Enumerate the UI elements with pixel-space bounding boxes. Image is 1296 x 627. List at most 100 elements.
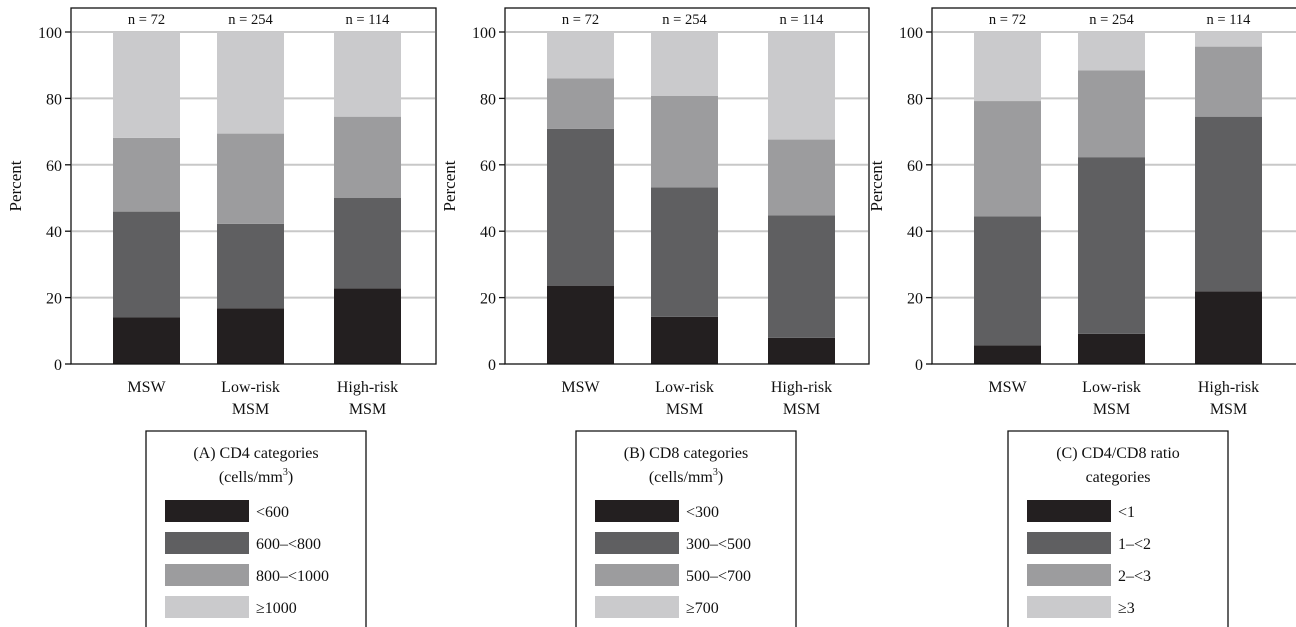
bar-segment	[651, 187, 718, 317]
legend-frame	[575, 430, 797, 627]
bar-segment	[547, 128, 614, 286]
legend-title-close: )	[718, 469, 723, 486]
plot-frame	[931, 7, 1296, 365]
bar-segment	[217, 223, 284, 309]
bar-segment	[113, 137, 180, 212]
y-tick-label: 40	[480, 224, 496, 241]
y-tick-label: 40	[46, 224, 62, 241]
y-tick-label: 60	[46, 158, 62, 175]
legend-swatch	[1027, 596, 1111, 618]
n-label: n = 72	[562, 12, 599, 28]
bar-segment	[651, 32, 718, 96]
legend-title-line2: (cells/mm3)	[219, 467, 293, 486]
legend-label: 500–<700	[686, 568, 751, 585]
y-tick-label: 80	[480, 91, 496, 108]
legend-label: 300–<500	[686, 536, 751, 553]
x-tick-label: High-risk	[337, 379, 398, 396]
y-tick-label: 80	[46, 91, 62, 108]
legend-label: <1	[1118, 504, 1135, 521]
legend-title: (A) CD4 categories	[193, 445, 318, 462]
bar-segment	[1195, 291, 1262, 364]
bar-segment	[334, 116, 401, 198]
legend-swatch	[165, 564, 249, 586]
legend-label: ≥700	[686, 600, 719, 617]
panel-b: 0 20 40 60 80 100 Percent n = 72 n = 254 n = 114 M…	[440, 7, 870, 627]
bar-segment	[651, 95, 718, 188]
bar-segment	[547, 32, 614, 79]
y-tick-label: 0	[488, 357, 496, 374]
bar-segment	[113, 317, 180, 364]
legend: (A) CD4 categories (cells/mm3) <600 600–<80…	[145, 430, 367, 627]
bar-segment	[334, 288, 401, 364]
y-tick-label: 0	[54, 357, 62, 374]
legend-label: 2–<3	[1118, 568, 1151, 585]
x-tick-label: MSM	[1210, 401, 1247, 418]
bar-segment	[974, 101, 1041, 217]
bar-segment	[974, 32, 1041, 102]
x-tick-label: Low-risk	[221, 379, 280, 396]
legend-swatch	[1027, 500, 1111, 522]
bar-segment	[768, 337, 835, 364]
legend-label: 600–<800	[256, 536, 321, 553]
n-label: n = 254	[228, 12, 273, 28]
legend-swatch	[595, 564, 679, 586]
y-axis-label: Percent	[6, 160, 25, 211]
bar-segment	[1078, 157, 1145, 334]
legend-title-sup: 3	[283, 467, 288, 478]
bar-segment	[547, 285, 614, 364]
legend-label: ≥3	[1118, 600, 1135, 617]
legend-title-text: categories	[1086, 469, 1151, 486]
x-tick-label: MSM	[666, 401, 703, 418]
legend-label: <300	[686, 504, 719, 521]
legend-frame	[1007, 430, 1229, 627]
legend-label: 800–<1000	[256, 568, 329, 585]
legend-title-sup: 3	[713, 467, 718, 478]
legend-swatch	[595, 500, 679, 522]
x-tick-label: MSM	[1093, 401, 1130, 418]
legend-title-text: (cells/mm	[649, 469, 714, 486]
y-tick-label: 20	[46, 291, 62, 308]
n-label: n = 114	[780, 12, 825, 28]
bar-segment	[768, 215, 835, 338]
x-tick-label: MSM	[349, 401, 386, 418]
y-tick-label: 20	[907, 291, 923, 308]
y-tick-label: 40	[907, 224, 923, 241]
legend-title: (C) CD4/CD8 ratio	[1056, 445, 1180, 462]
bar-segment	[217, 32, 284, 134]
x-tick-label: Low-risk	[1082, 379, 1141, 396]
x-tick-label: High-risk	[771, 379, 832, 396]
y-tick-label: 100	[38, 25, 62, 42]
y-tick-label: 100	[472, 25, 496, 42]
bar-segment	[974, 216, 1041, 346]
x-tick-label: MSM	[232, 401, 269, 418]
bar-segment	[113, 211, 180, 318]
legend-label: <600	[256, 504, 289, 521]
bar-segment	[1078, 333, 1145, 364]
legend: (B) CD8 categories (cells/mm3) <300 300–<50…	[575, 430, 797, 627]
bar-segment	[113, 32, 180, 138]
legend-swatch	[1027, 564, 1111, 586]
bar-segment	[334, 198, 401, 289]
legend-swatch	[165, 596, 249, 618]
y-tick-label: 20	[480, 291, 496, 308]
panel-c: 0 20 40 60 80 100 Percent n = 72 n = 254 n = 114 M…	[867, 7, 1296, 627]
n-label: n = 114	[346, 12, 391, 28]
x-tick-label: MSW	[561, 379, 600, 396]
x-tick-label: MSM	[783, 401, 820, 418]
plot-frame	[70, 7, 437, 365]
legend-title: (B) CD8 categories	[624, 445, 748, 462]
n-label: n = 254	[1089, 12, 1134, 28]
bar-segment	[768, 32, 835, 140]
y-tick-label: 60	[907, 158, 923, 175]
x-tick-label: MSW	[127, 379, 166, 396]
y-tick-label: 60	[480, 158, 496, 175]
n-label: n = 72	[128, 12, 165, 28]
legend-title-line2: (cells/mm3)	[649, 467, 723, 486]
bar-segment	[1078, 32, 1145, 71]
bar-segment	[217, 133, 284, 224]
n-label: n = 114	[1207, 12, 1252, 28]
bar-segment	[334, 32, 401, 117]
y-tick-label: 80	[907, 91, 923, 108]
bar-segment	[651, 316, 718, 364]
